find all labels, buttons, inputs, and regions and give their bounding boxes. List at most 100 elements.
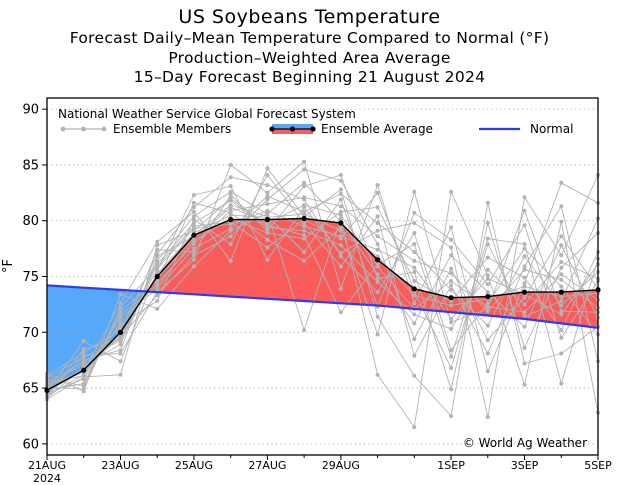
- ensemble-member-point: [81, 358, 86, 363]
- ensemble-member-point: [485, 267, 490, 272]
- ensemble-member-point: [375, 214, 380, 219]
- ensemble-member-point: [191, 238, 196, 243]
- ensemble-member-point: [191, 246, 196, 251]
- chart-subtitle: Forecast Daily–Mean Temperature Compared…: [69, 29, 550, 47]
- ensemble-member-point: [302, 258, 307, 263]
- ensemble-member-point: [302, 328, 307, 332]
- ensemble-member-point: [559, 294, 564, 299]
- ensemble-average-point: [191, 232, 197, 238]
- normal-series: [46, 284, 599, 329]
- ensemble-member-point: [338, 204, 343, 209]
- ensemble-member-point: [375, 280, 380, 285]
- ensemble-member-point: [449, 414, 454, 418]
- ensemble-member-point: [485, 323, 490, 328]
- ensemble-member-point: [228, 189, 233, 194]
- ensemble-member-point: [155, 268, 160, 273]
- ensemble-member-point: [449, 303, 454, 308]
- ensemble-member-point: [412, 293, 417, 298]
- ensemble-member-line: [46, 197, 599, 400]
- ensemble-member-point: [228, 242, 233, 247]
- ensemble-member-point: [412, 321, 417, 326]
- ensemble-member-point: [412, 279, 417, 283]
- ensemble-member-point: [228, 203, 233, 208]
- ensemble-member-point: [338, 286, 343, 291]
- ensemble-member-point: [522, 382, 527, 387]
- ensemble-member-point: [155, 243, 160, 248]
- ensemble-member-point: [485, 200, 490, 205]
- ensemble-member-point: [559, 260, 564, 264]
- ensemble-member-point: [449, 225, 454, 230]
- x-tick-label: 1SEP: [437, 459, 465, 472]
- ensemble-member-point: [228, 175, 233, 180]
- ensemble-member-point: [412, 353, 417, 358]
- legend-normal-label: Normal: [530, 122, 573, 136]
- ensemble-member-point: [118, 322, 123, 327]
- ensemble-member-point: [559, 265, 564, 270]
- ensemble-member-point: [522, 254, 527, 259]
- ensemble-member-point: [302, 224, 307, 229]
- ensemble-member-point: [302, 180, 307, 185]
- ensemble-member-point: [118, 292, 123, 297]
- ensemble-member-point: [118, 372, 123, 377]
- ensemble-member-point: [118, 342, 123, 347]
- ensemble-member-point: [81, 347, 86, 351]
- ensemble-member-point: [302, 221, 307, 225]
- ensemble-member-point: [485, 255, 490, 260]
- ensemble-member-point: [522, 302, 527, 307]
- ensemble-member-point: [118, 305, 123, 310]
- ensemble-member-point: [155, 279, 160, 283]
- ensemble-member-point: [412, 425, 417, 430]
- x-tick-year-label: 2024: [33, 472, 61, 485]
- ensemble-member-point: [228, 258, 233, 263]
- chart-subtitle-area: Production–Weighted Area Average: [168, 48, 451, 67]
- ensemble-member-point: [559, 351, 564, 356]
- ensemble-member-point: [375, 262, 380, 267]
- y-axis: 60 65 70 75 80 85 90: [22, 103, 47, 452]
- ensemble-member-point: [522, 195, 527, 200]
- ensemble-member-line: [46, 174, 599, 398]
- y-tick-label: 80: [22, 214, 39, 229]
- x-tick-label: 29AUG: [322, 459, 360, 472]
- ensemble-member-point: [522, 310, 527, 315]
- ensemble-member-point: [191, 209, 196, 214]
- ensemble-member-point: [375, 205, 380, 210]
- ensemble-member-point: [449, 326, 454, 331]
- ensemble-member-point: [191, 224, 196, 229]
- ensemble-member-point: [228, 210, 233, 215]
- ensemble-member-point: [559, 312, 564, 317]
- ensemble-member-point: [412, 231, 417, 235]
- chart-titles: US Soybeans Temperature Forecast Daily–M…: [0, 6, 619, 88]
- ensemble-member-point: [81, 389, 86, 394]
- ensemble-member-point: [191, 228, 196, 233]
- ensemble-member-point: [412, 301, 417, 306]
- ensemble-member-point: [338, 213, 343, 218]
- ensemble-member-point: [302, 250, 307, 254]
- ensemble-member-point: [375, 290, 380, 295]
- ensemble-member-point: [228, 196, 233, 201]
- ensemble-member-point: [375, 242, 380, 247]
- ensemble-member-point: [449, 320, 454, 325]
- ensemble-member-point: [265, 228, 270, 233]
- ensemble-member-point: [559, 219, 564, 224]
- y-tick-label: 85: [22, 158, 39, 173]
- y-tick-label: 70: [22, 326, 39, 341]
- ensemble-member-point: [338, 225, 343, 230]
- ensemble-member-point: [302, 197, 307, 202]
- ensemble-member-point: [118, 359, 123, 364]
- ensemble-member-point: [338, 173, 343, 177]
- ensemble-member-point: [449, 271, 454, 276]
- ensemble-member-point: [485, 221, 490, 225]
- ensemble-member-point: [412, 270, 417, 274]
- ensemble-member-point: [375, 247, 380, 252]
- legend-members-swatch: [60, 126, 107, 132]
- ensemble-member-point: [302, 159, 307, 164]
- ensemble-member-point: [81, 353, 86, 358]
- ensemble-average-point: [521, 289, 528, 295]
- ensemble-member-point: [449, 354, 454, 359]
- x-tick-label: 25AUG: [175, 459, 213, 472]
- ensemble-member-line: [46, 160, 599, 396]
- ensemble-member-point: [338, 216, 343, 221]
- ensemble-member-point: [118, 338, 123, 343]
- ensemble-member-point: [449, 237, 454, 242]
